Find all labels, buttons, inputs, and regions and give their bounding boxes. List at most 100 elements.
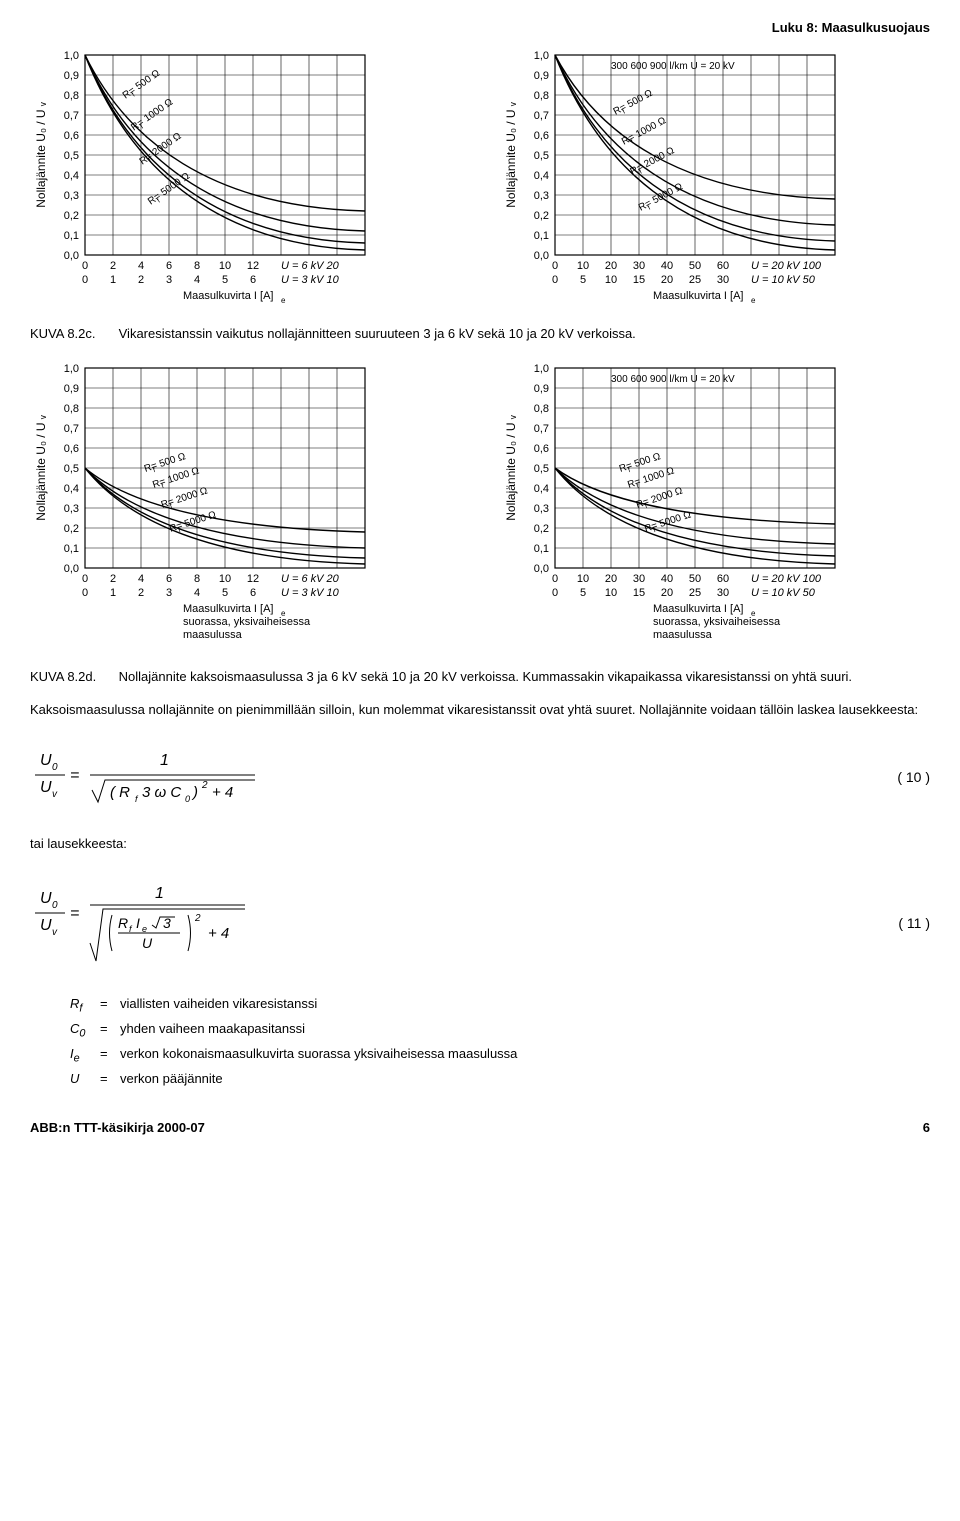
svg-text:2: 2 (194, 913, 201, 924)
fig-text-d: Nollajännite kaksoismaasulussa 3 ja 6 kV… (119, 668, 909, 686)
svg-text:6: 6 (166, 260, 172, 272)
svg-text:e: e (751, 296, 756, 305)
fig-text-c: Vikaresistanssin vaikutus nollajännittee… (119, 325, 909, 343)
svg-text:0,3: 0,3 (64, 503, 79, 515)
para-1: Kaksoismaasulussa nollajännite on pienim… (30, 701, 930, 719)
svg-text:Nollajännite U₀ / U ᵥ: Nollajännite U₀ / U ᵥ (34, 415, 48, 521)
svg-text:2: 2 (110, 260, 116, 272)
svg-text:3: 3 (166, 587, 172, 599)
svg-text:U = 3 kV 10: U = 3 kV 10 (281, 274, 340, 286)
svg-text:U = 20 kV 100: U = 20 kV 100 (751, 260, 822, 272)
svg-text:0,7: 0,7 (64, 423, 79, 435)
svg-text:3: 3 (166, 274, 172, 286)
svg-text:30: 30 (633, 573, 645, 585)
svg-text:U = 10 kV 50: U = 10 kV 50 (751, 274, 816, 286)
svg-text:50: 50 (689, 573, 701, 585)
svg-text:4: 4 (194, 587, 200, 599)
svg-text:0: 0 (82, 274, 88, 286)
svg-text:0,9: 0,9 (534, 383, 549, 395)
svg-text:( R: ( R (110, 784, 130, 801)
svg-text:0,0: 0,0 (64, 563, 79, 575)
svg-text:v: v (52, 789, 58, 800)
svg-text:12: 12 (247, 573, 259, 585)
svg-text:0: 0 (82, 573, 88, 585)
svg-text:0,7: 0,7 (64, 110, 79, 122)
svg-text:Nollajännite U₀ / U ᵥ: Nollajännite U₀ / U ᵥ (504, 415, 518, 521)
equation-10: U 0 U v = 1 ( R f 3 ω C 0 ) 2 + 4 ( 10 ) (30, 740, 930, 815)
svg-text:0: 0 (552, 573, 558, 585)
svg-text:0,2: 0,2 (534, 523, 549, 535)
svg-text:2: 2 (138, 587, 144, 599)
svg-text:0,9: 0,9 (64, 70, 79, 82)
svg-text:U = 3 kV 10: U = 3 kV 10 (281, 587, 340, 599)
svg-text:R= 500 Ω: R= 500 Ω (612, 88, 655, 118)
svg-text:20: 20 (605, 573, 617, 585)
caption-8-2d: KUVA 8.2d. Nollajännite kaksoismaasuluss… (30, 668, 930, 686)
svg-text:=: = (70, 905, 79, 922)
svg-text:R= 1000 Ω: R= 1000 Ω (620, 115, 668, 148)
fig-label-d: KUVA 8.2d. (30, 668, 115, 686)
svg-text:10: 10 (605, 587, 617, 599)
svg-text:0: 0 (185, 794, 190, 804)
svg-text:I: I (136, 915, 140, 931)
svg-text:U: U (40, 752, 52, 769)
svg-text:0,8: 0,8 (64, 403, 79, 415)
svg-text:0: 0 (52, 900, 58, 911)
svg-text:0,0: 0,0 (534, 563, 549, 575)
chart-svg-1r: 1,00,90,80,70,60,50,40,30,20,10,0Nollajä… (500, 45, 930, 315)
svg-text:0,8: 0,8 (534, 90, 549, 102)
svg-text:12: 12 (247, 260, 259, 272)
eq11-math: U 0 U v = 1 R f I e 3 U 2 + 4 (30, 873, 290, 973)
svg-text:0,4: 0,4 (64, 170, 79, 182)
svg-text:60: 60 (717, 573, 729, 585)
svg-text:0,5: 0,5 (534, 463, 549, 475)
svg-text:R= 500 Ω: R= 500 Ω (121, 68, 163, 102)
svg-text:0,8: 0,8 (534, 403, 549, 415)
svg-text:1,0: 1,0 (534, 50, 549, 62)
svg-text:1,0: 1,0 (64, 363, 79, 375)
svg-text:Maasulkuvirta I [A]: Maasulkuvirta I [A] (183, 290, 273, 302)
svg-text:Maasulkuvirta I [A]: Maasulkuvirta I [A] (653, 603, 743, 615)
svg-text:U = 6 kV 20: U = 6 kV 20 (281, 573, 340, 585)
svg-text:0,2: 0,2 (64, 210, 79, 222)
svg-text:0,0: 0,0 (64, 250, 79, 262)
svg-text:Maasulkuvirta I [A]: Maasulkuvirta I [A] (183, 603, 273, 615)
svg-text:300 600 900 l/km U =: 300 600 900 l/km U = 20 kV (611, 374, 735, 385)
svg-text:U: U (40, 917, 52, 934)
svg-text:30: 30 (633, 260, 645, 272)
svg-text:1,0: 1,0 (64, 50, 79, 62)
chart-svg-1l: 1,00,90,80,70,60,50,40,30,20,10,0Nollajä… (30, 45, 460, 315)
svg-text:10: 10 (219, 573, 231, 585)
svg-text:40: 40 (661, 573, 673, 585)
svg-text:Nollajännite U₀ / U ᵥ: Nollajännite U₀ / U ᵥ (504, 102, 518, 208)
svg-text:0,2: 0,2 (64, 523, 79, 535)
svg-text:0,6: 0,6 (64, 130, 79, 142)
svg-text:U = 20 kV 100: U = 20 kV 100 (751, 573, 822, 585)
svg-text:0,9: 0,9 (534, 70, 549, 82)
svg-text:0,1: 0,1 (64, 543, 79, 555)
svg-text:v: v (52, 927, 58, 938)
svg-text:Nollajännite U₀ / U ᵥ: Nollajännite U₀ / U ᵥ (34, 102, 48, 208)
svg-text:10: 10 (605, 274, 617, 286)
chart-1-right: 1,00,90,80,70,60,50,40,30,20,10,0Nollajä… (500, 45, 930, 315)
svg-text:3 ω C: 3 ω C (142, 784, 181, 801)
caption-8-2c: KUVA 8.2c. Vikaresistanssin vaikutus nol… (30, 325, 930, 343)
svg-text:suorassa, yksivaiheisessa: suorassa, yksivaiheisessa (653, 616, 781, 628)
svg-text:e: e (751, 609, 756, 618)
def-ie: Ie=verkon kokonaismaasulkuvirta suorassa… (70, 1043, 930, 1068)
svg-text:20: 20 (661, 274, 673, 286)
svg-text:4: 4 (138, 573, 144, 585)
svg-text:10: 10 (577, 573, 589, 585)
page-footer: ABB:n TTT-käsikirja 2000-07 6 (30, 1120, 930, 1135)
svg-text:0,1: 0,1 (534, 230, 549, 242)
svg-text:R= 2000 Ω: R= 2000 Ω (160, 485, 210, 511)
svg-text:+ 4: + 4 (212, 784, 233, 801)
footer-left: ABB:n TTT-käsikirja 2000-07 (30, 1120, 205, 1135)
svg-text:0,5: 0,5 (534, 150, 549, 162)
svg-text:U: U (142, 935, 153, 951)
svg-text:2: 2 (201, 780, 208, 791)
svg-text:0,7: 0,7 (534, 110, 549, 122)
svg-text:0,6: 0,6 (534, 443, 549, 455)
svg-text:6: 6 (166, 573, 172, 585)
svg-text:5: 5 (222, 274, 228, 286)
